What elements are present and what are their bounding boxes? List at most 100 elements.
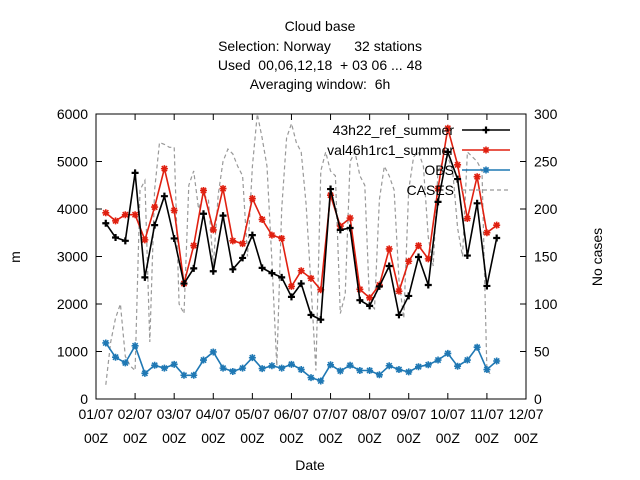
data-point-obs: [102, 339, 110, 347]
y2-tick-label: 0: [534, 391, 542, 407]
data-point-obs: [131, 342, 139, 350]
x-axis-label: Date: [295, 457, 325, 473]
data-point-obs: [346, 361, 354, 369]
data-point-obs: [434, 356, 442, 364]
data-point-obs: [160, 364, 168, 372]
data-point-val46h1rc1-summer: [170, 206, 178, 214]
y-tick-label: 3000: [57, 249, 88, 265]
data-point-val46h1rc1-summer: [405, 257, 413, 265]
x-tick-label-hour: 00Z: [162, 430, 187, 446]
data-point-val46h1rc1-summer: [190, 242, 198, 250]
data-point-val46h1rc1-summer: [141, 236, 149, 244]
data-point-43h22-ref-summer: [473, 199, 481, 207]
data-point-val46h1rc1-summer: [454, 161, 462, 169]
x-tick-label-hour: 00Z: [84, 430, 109, 446]
x-tick-label-date: 09/07: [391, 406, 426, 422]
data-point-val46h1rc1-summer: [151, 203, 159, 211]
y-tick-label: 0: [80, 391, 88, 407]
data-point-43h22-ref-summer: [366, 302, 374, 310]
data-point-43h22-ref-summer: [297, 280, 305, 288]
data-point-val46h1rc1-summer: [248, 195, 256, 203]
data-point-obs: [258, 365, 266, 373]
data-point-obs: [248, 354, 256, 362]
data-point-43h22-ref-summer: [190, 264, 198, 272]
data-point-obs: [366, 367, 374, 374]
data-point-obs: [219, 364, 227, 372]
x-tick-label-date: 05/07: [235, 406, 270, 422]
data-point-43h22-ref-summer: [131, 169, 139, 177]
series-43h22-ref-summer: [102, 148, 501, 324]
chart-subtitle-used: Used 00,06,12,18 + 03 06 ... 48: [217, 57, 423, 73]
x-tick-label-date: 01/07: [78, 406, 113, 422]
data-point-43h22-ref-summer: [170, 234, 178, 242]
data-point-val46h1rc1-summer: [278, 234, 286, 242]
data-point-val46h1rc1-summer: [483, 229, 491, 237]
data-point-43h22-ref-summer: [287, 293, 295, 301]
legend-marker-43h22-ref-summer: [482, 126, 490, 134]
x-tick-label-hour: 00Z: [436, 430, 461, 446]
data-point-43h22-ref-summer: [463, 252, 471, 260]
data-point-val46h1rc1-summer: [317, 286, 325, 294]
y2-tick-label: 50: [534, 344, 550, 360]
data-point-obs: [278, 364, 286, 372]
data-point-obs: [209, 348, 217, 356]
series-layer: [102, 113, 501, 385]
data-point-obs: [307, 374, 315, 382]
data-point-val46h1rc1-summer: [434, 185, 442, 193]
data-point-obs: [415, 363, 422, 371]
data-point-43h22-ref-summer: [180, 280, 188, 288]
data-point-val46h1rc1-summer: [307, 274, 315, 282]
data-point-43h22-ref-summer: [219, 212, 227, 220]
chart-title: Cloud base: [284, 18, 356, 34]
y-axis-ticks: 0 1000 2000 3000 4000 5000 6000: [57, 106, 526, 407]
data-point-val46h1rc1-summer: [229, 237, 237, 245]
legend-marker-obs: [482, 166, 490, 174]
x-tick-label-hour: 00Z: [514, 430, 539, 446]
data-point-obs: [297, 366, 305, 374]
data-point-val46h1rc1-summer: [463, 215, 471, 222]
data-point-obs: [463, 356, 471, 364]
y2-tick-label: 200: [534, 201, 558, 217]
data-point-obs: [473, 343, 481, 351]
data-point-obs: [141, 369, 149, 377]
data-point-43h22-ref-summer: [454, 175, 462, 183]
data-point-val46h1rc1-summer: [258, 215, 266, 223]
y-tick-label: 2000: [57, 296, 88, 312]
series-cases: [105, 113, 493, 385]
data-point-val46h1rc1-summer: [366, 294, 374, 302]
data-point-val46h1rc1-summer: [121, 211, 129, 219]
data-point-43h22-ref-summer: [327, 185, 335, 193]
plot-frame: [95, 113, 527, 400]
data-point-43h22-ref-summer: [336, 226, 344, 234]
legend-label-cases: CASES: [407, 182, 454, 198]
data-point-val46h1rc1-summer: [219, 185, 227, 193]
data-point-obs: [327, 361, 335, 369]
y2-tick-label: 100: [534, 296, 558, 312]
x-tick-label-date: 06/07: [274, 406, 309, 422]
data-point-obs: [317, 377, 325, 385]
data-point-val46h1rc1-summer: [297, 267, 305, 275]
x-tick-label-date: 10/07: [430, 406, 465, 422]
series-val46h1rc1-summer: [102, 124, 501, 302]
y-tick-label: 1000: [57, 344, 88, 360]
x-tick-label-date: 08/07: [352, 406, 387, 422]
data-point-43h22-ref-summer: [346, 224, 354, 232]
data-point-obs: [287, 360, 295, 368]
data-point-43h22-ref-summer: [434, 198, 442, 206]
data-point-43h22-ref-summer: [200, 210, 207, 218]
x-tick-label-date: 04/07: [196, 406, 231, 422]
data-point-val46h1rc1-summer: [395, 287, 403, 295]
series-line-cases: [105, 113, 493, 385]
data-point-val46h1rc1-summer: [239, 240, 247, 248]
chart-subtitle-selection: Selection: Norway 32 stations: [218, 38, 422, 54]
data-point-43h22-ref-summer: [258, 264, 266, 272]
data-point-obs: [336, 367, 344, 375]
data-point-43h22-ref-summer: [444, 148, 452, 156]
x-tick-label-hour: 00Z: [240, 430, 265, 446]
data-point-43h22-ref-summer: [405, 292, 413, 300]
data-point-obs: [151, 361, 159, 369]
plot-border: [95, 113, 527, 400]
data-point-obs: [170, 360, 178, 368]
data-point-43h22-ref-summer: [141, 273, 149, 281]
data-point-43h22-ref-summer: [395, 311, 403, 319]
